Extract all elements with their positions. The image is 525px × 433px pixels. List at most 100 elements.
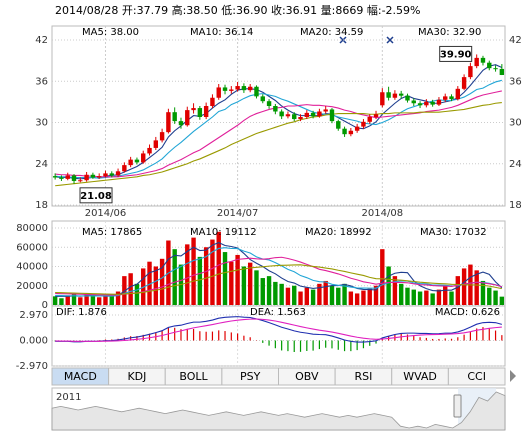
volume-bar xyxy=(260,278,265,305)
candle-body xyxy=(90,174,96,178)
volume-bar xyxy=(159,258,165,305)
x-tick-label: 2014/06 xyxy=(85,208,127,219)
volume-bar xyxy=(203,247,209,305)
legend-entry: MA10: 36.14 xyxy=(190,27,253,38)
line-series xyxy=(55,64,503,180)
candle-body xyxy=(241,86,247,91)
line-series xyxy=(55,247,503,297)
volume-bar xyxy=(455,276,461,305)
volume-bar xyxy=(354,293,360,305)
volume-bar xyxy=(279,283,284,305)
volume-bar xyxy=(367,288,372,305)
y-tick-label: 20000 xyxy=(16,281,48,292)
volume-bar xyxy=(134,283,140,305)
volume-bar xyxy=(380,249,385,305)
annotation-box xyxy=(439,45,473,62)
y-tick-label: 36 xyxy=(35,76,48,87)
volume-bar xyxy=(71,293,77,305)
candle-body xyxy=(424,101,429,106)
volume-bar xyxy=(430,293,435,305)
volume-bar xyxy=(191,237,196,305)
volume-bar xyxy=(411,289,416,305)
volume-bar xyxy=(52,296,58,305)
candle-body xyxy=(279,111,284,117)
candle-body xyxy=(59,177,64,179)
candle-body xyxy=(96,176,102,178)
volume-bar xyxy=(323,280,328,305)
tab-label: OBV xyxy=(295,370,319,383)
candle-body xyxy=(266,101,272,106)
candle-body xyxy=(436,99,442,105)
candle-body xyxy=(449,96,454,100)
volume-bar xyxy=(329,285,335,305)
navigator-handle[interactable] xyxy=(453,394,462,418)
volume-bar xyxy=(348,291,354,305)
candle-body xyxy=(411,100,416,104)
volume-bar xyxy=(185,244,190,305)
candle-body xyxy=(78,180,83,182)
candle-body xyxy=(254,86,259,97)
volume-bar xyxy=(480,280,486,305)
candle-body xyxy=(348,130,354,135)
candle-body xyxy=(247,86,253,91)
legend-entry: MA5: 17865 xyxy=(82,227,142,238)
candle-body xyxy=(141,153,146,163)
x-tick-label: 2014/08 xyxy=(362,208,404,219)
candle-body xyxy=(455,88,461,100)
volume-bar xyxy=(317,283,322,305)
volume-bar xyxy=(298,291,303,305)
candle-body xyxy=(229,89,234,91)
legend-entry: DIF: 1.876 xyxy=(56,307,107,318)
volume-bar xyxy=(216,231,221,305)
candle-body xyxy=(285,114,291,117)
candle-body xyxy=(292,114,297,120)
candle-body xyxy=(405,95,410,101)
tab[interactable] xyxy=(447,367,506,386)
candle-body xyxy=(260,96,265,102)
legend-entry: MA20: 18992 xyxy=(305,227,372,238)
legend-entry: MACD: 0.626 xyxy=(435,307,500,318)
tab-label: KDJ xyxy=(127,370,146,383)
legend-entry: MA30: 32.90 xyxy=(418,27,481,38)
volume-bar xyxy=(443,285,448,305)
candle-body xyxy=(336,121,341,129)
volume-bar xyxy=(241,266,247,305)
volume-bar xyxy=(398,283,404,305)
candle-body xyxy=(172,112,177,122)
y-tick-label-right: 30 xyxy=(509,118,522,129)
candle-body xyxy=(398,93,404,96)
legend-entry: DEA: 1.563 xyxy=(250,307,306,318)
volume-bar xyxy=(405,287,410,305)
candle-body xyxy=(304,112,310,117)
candle-body xyxy=(153,140,159,148)
candle-body xyxy=(329,109,335,122)
volume-bar xyxy=(493,290,498,305)
y-tick-label: 0.000 xyxy=(19,336,48,347)
candle-body xyxy=(367,117,372,122)
line-series xyxy=(55,264,502,295)
volume-bar xyxy=(499,296,505,305)
volume-bar xyxy=(273,281,278,305)
candle-body xyxy=(342,128,347,135)
volume-bar xyxy=(222,252,228,305)
volume-bar xyxy=(292,285,297,305)
navigator-area xyxy=(51,391,506,431)
line-series xyxy=(55,318,502,342)
candle-body xyxy=(222,87,228,91)
tab-label: BOLL xyxy=(179,370,208,383)
legend-entry: MA5: 38.00 xyxy=(82,27,139,38)
candle-body xyxy=(493,68,498,70)
y-tick-label-right: 18 xyxy=(509,200,522,211)
candle-body xyxy=(235,86,240,90)
volume-bar xyxy=(197,256,203,305)
volume-bar xyxy=(342,283,347,305)
scroll-arrow[interactable] xyxy=(510,370,516,382)
candle-body xyxy=(134,159,140,163)
volume-bar xyxy=(78,297,83,305)
candle-body xyxy=(323,109,328,112)
candle-body xyxy=(122,165,127,172)
candle-body xyxy=(386,92,391,98)
y-tick-label: 42 xyxy=(35,35,48,46)
legend-entry: MA20: 34.59 xyxy=(300,27,363,38)
